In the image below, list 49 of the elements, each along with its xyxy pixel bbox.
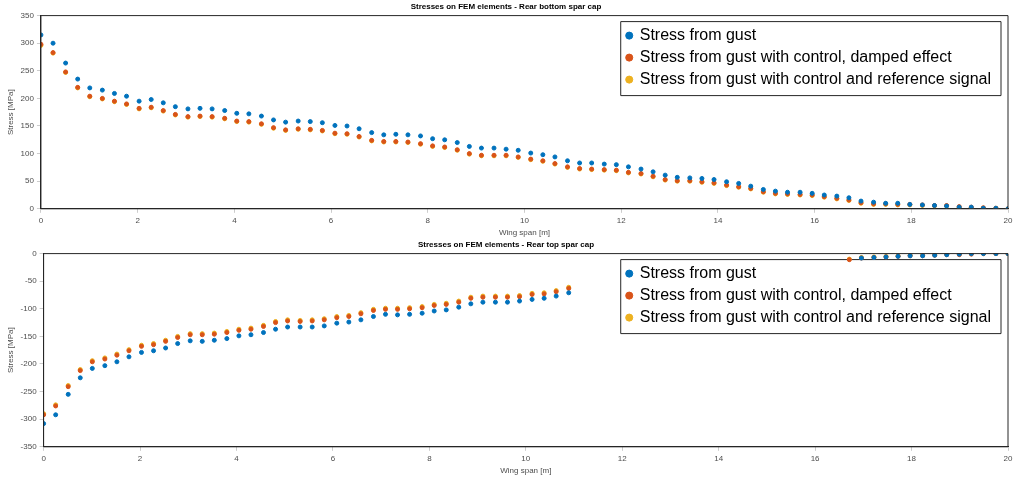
y-axis-title: Stress [MPa]	[6, 327, 15, 374]
chart-title: Stresses on FEM elements - Rear top spar cap	[417, 240, 595, 249]
legend-label: Stress from gust with control and reference signal	[639, 70, 992, 88]
y-tick-label: -150	[20, 331, 38, 341]
x-axis-title: Wing span [m]	[498, 228, 551, 238]
x-tick-label: 4	[234, 453, 240, 463]
y-tick-label: 0	[29, 204, 35, 213]
legend-label: Stress from gust with control, damped effect	[639, 286, 953, 304]
x-tick-label: 10	[520, 215, 530, 225]
x-tick-label: 18	[906, 215, 917, 225]
y-tick-label: 100	[20, 148, 35, 158]
y-tick-label: 150	[20, 121, 35, 131]
x-tick-label: 6	[328, 215, 334, 225]
y-tick-label: 0	[32, 248, 38, 258]
x-tick-label: 0	[41, 453, 47, 463]
x-tick-label: 14	[713, 215, 723, 225]
x-axis-title: Wing span [m]	[500, 466, 552, 476]
legend-label: Stress from gust with control and reference signal	[639, 308, 992, 326]
x-tick-label: 4	[232, 215, 238, 225]
x-tick-label: 14	[714, 453, 724, 463]
y-tick-label: -50	[25, 276, 38, 286]
legend-label: Stress from gust	[639, 26, 757, 44]
x-tick-label: 12	[616, 215, 627, 225]
x-tick-label: 2	[135, 215, 141, 225]
legend-label: Stress from gust	[639, 264, 757, 282]
y-tick-label: -200	[20, 359, 38, 369]
x-tick-label: 8	[427, 453, 433, 463]
x-tick-label: 12	[617, 453, 628, 463]
y-tick-label: 350	[20, 10, 35, 20]
x-tick-label: 20	[1003, 215, 1013, 225]
y-axis-title: Stress [MPa]	[6, 89, 15, 136]
x-tick-label: 16	[810, 215, 820, 225]
y-tick-label: -250	[20, 386, 38, 396]
x-tick-label: 2	[137, 453, 143, 463]
x-tick-label: 18	[907, 453, 917, 463]
x-tick-label: 16	[810, 453, 821, 463]
y-tick-label: -100	[20, 304, 38, 313]
y-tick-label: -350	[20, 442, 38, 451]
x-tick-label: 10	[521, 453, 531, 463]
y-tick-label: 50	[25, 176, 35, 186]
y-tick-label: 200	[20, 93, 35, 103]
y-tick-label: -300	[20, 414, 38, 424]
x-tick-label: 20	[1003, 453, 1013, 463]
chart-title: Stresses on FEM elements - Rear bottom spar cap	[410, 2, 602, 11]
y-tick-label: 250	[20, 66, 35, 75]
x-tick-label: 6	[330, 453, 336, 463]
y-tick-label: 300	[20, 38, 35, 48]
legend-label: Stress from gust with control, damped effect	[639, 48, 953, 66]
x-tick-label: 8	[425, 215, 431, 225]
